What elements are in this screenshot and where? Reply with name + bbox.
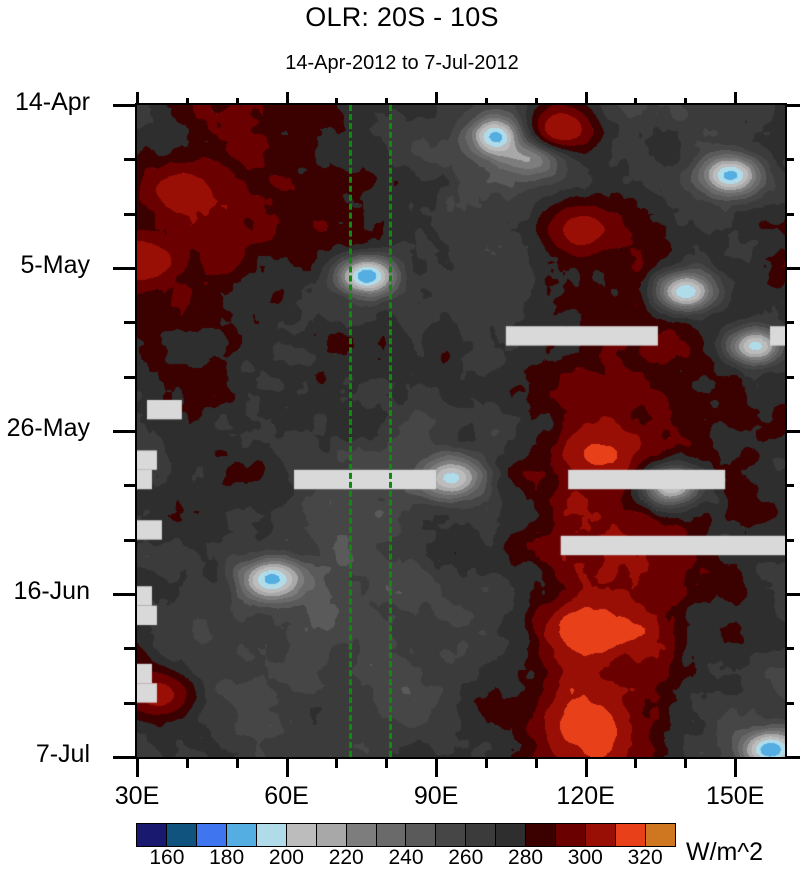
y-axis-right-minor-tick (785, 375, 794, 379)
colorbar-swatch (256, 824, 287, 846)
x-axis-tick-label: 60E (264, 782, 309, 810)
y-axis-major-tick (113, 430, 137, 433)
y-axis-right-minor-tick (785, 647, 794, 651)
x-axis-top-minor-tick (235, 98, 239, 105)
x-axis-minor-tick (534, 757, 538, 768)
y-axis-right-minor-tick (785, 701, 794, 705)
y-axis-right-minor-tick (785, 158, 794, 162)
x-axis-top-minor-tick (634, 98, 638, 105)
colorbar[interactable] (137, 824, 675, 846)
y-axis-minor-tick (124, 484, 137, 488)
colorbar-swatch (436, 824, 467, 846)
x-axis-tick-label: 150E (705, 782, 765, 810)
y-axis-major-tick (113, 756, 137, 759)
x-axis-top-major-tick (734, 92, 738, 105)
y-axis-tick-label: 26-May (6, 414, 90, 442)
colorbar-tick-label: 280 (508, 846, 544, 869)
y-axis-tick-label: 14-Apr (14, 88, 90, 116)
colorbar-swatch (556, 824, 587, 846)
y-axis-right-major-tick (785, 104, 800, 107)
colorbar-tick-label: 160 (149, 846, 185, 869)
x-axis-top-major-tick (285, 92, 289, 105)
y-axis-right-major-tick (785, 267, 800, 270)
colorbar-swatch (226, 824, 257, 846)
colorbar-swatch (406, 824, 437, 846)
x-axis-top-major-tick (136, 92, 139, 105)
y-axis-right-minor-tick (785, 538, 794, 542)
subtitle: 14-Apr-2012 to 7-Jul-2012 (285, 52, 519, 74)
reference-line-vertical (348, 105, 352, 757)
y-axis-minor-tick (124, 212, 137, 216)
colorbar-swatch (616, 824, 646, 846)
x-axis-tick-label: 30E (114, 782, 160, 810)
x-axis-top-major-tick (435, 92, 439, 105)
colorbar-swatch (645, 824, 675, 846)
x-axis-top-minor-tick (534, 98, 538, 105)
y-axis-minor-tick (124, 701, 137, 705)
y-axis-minor-tick (124, 538, 137, 542)
hovmoller-plot-area[interactable] (137, 105, 785, 757)
x-axis-top-minor-tick (484, 98, 488, 105)
x-axis-top-minor-tick (385, 98, 389, 105)
y-axis-tick-label: 7-Jul (35, 740, 90, 768)
colorbar-swatch (346, 824, 377, 846)
x-axis-minor-tick (484, 757, 488, 768)
colorbar-tick-label: 320 (627, 846, 663, 869)
x-axis-tick-label: 120E (556, 782, 615, 810)
y-axis-major-tick (113, 267, 137, 270)
x-axis-minor-tick (684, 757, 688, 768)
olr-contour-field (137, 105, 785, 757)
x-axis-major-tick (435, 757, 439, 777)
y-axis-right-major-tick (785, 756, 800, 759)
x-axis-major-tick (584, 757, 588, 777)
y-axis-right-major-tick (785, 593, 800, 596)
y-axis-right-minor-tick (785, 484, 794, 488)
x-axis-top-major-tick (584, 92, 588, 105)
colorbar-tick-label: 200 (268, 846, 304, 869)
x-axis-top-minor-tick (335, 98, 339, 105)
y-axis-right-minor-tick (785, 212, 794, 216)
x-axis-minor-tick (634, 757, 638, 768)
colorbar-swatch (316, 824, 347, 846)
colorbar-swatch (586, 824, 616, 846)
y-axis-tick-label: 16-Jun (13, 577, 90, 605)
x-axis-major-tick (136, 757, 139, 777)
y-axis-right-minor-tick (785, 321, 794, 325)
y-axis-tick-label: 5-May (20, 251, 90, 279)
colorbar-swatch (196, 824, 227, 846)
colorbar-swatch (286, 824, 317, 846)
colorbar-swatch (376, 824, 407, 846)
x-axis-minor-tick (185, 757, 189, 768)
page-title: OLR: 20S - 10S (305, 2, 499, 32)
y-axis-major-tick (113, 593, 137, 596)
x-axis-minor-tick (385, 757, 389, 768)
y-axis-major-tick (113, 104, 137, 107)
y-axis-minor-tick (124, 158, 137, 162)
y-axis-minor-tick (124, 647, 137, 651)
colorbar-swatch (526, 824, 557, 846)
x-axis-minor-tick (335, 757, 339, 768)
x-axis-major-tick (734, 757, 738, 777)
colorbar-tick-label: 260 (448, 846, 484, 869)
colorbar-units-label: W/m^2 (686, 838, 764, 866)
colorbar-tick-label: 180 (209, 846, 245, 869)
x-axis-top-minor-tick (185, 98, 189, 105)
colorbar-swatch (166, 824, 197, 846)
colorbar-swatch (496, 824, 527, 846)
colorbar-swatch (137, 824, 167, 846)
x-axis-major-tick (285, 757, 289, 777)
x-axis-minor-tick (235, 757, 239, 768)
reference-line-vertical (388, 105, 392, 757)
colorbar-tick-label: 240 (388, 846, 424, 869)
colorbar-swatch (466, 824, 497, 846)
x-axis-tick-label: 90E (413, 782, 459, 810)
y-axis-right-major-tick (785, 430, 800, 433)
y-axis-minor-tick (124, 321, 137, 325)
colorbar-tick-label: 220 (328, 846, 364, 869)
colorbar-tick-label: 300 (567, 846, 603, 869)
y-axis-minor-tick (124, 375, 137, 379)
x-axis-top-minor-tick (684, 98, 688, 105)
